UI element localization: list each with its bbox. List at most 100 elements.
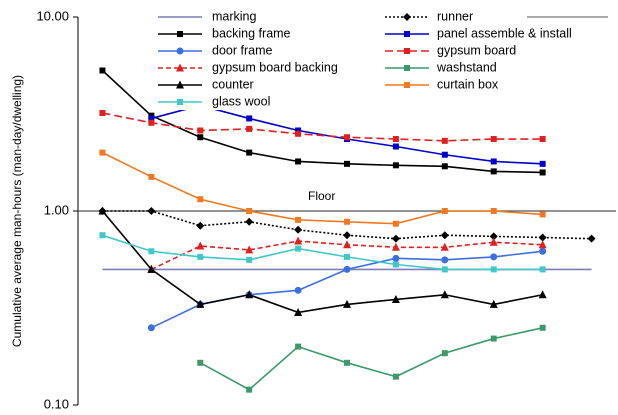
data-point bbox=[246, 256, 253, 263]
data-point bbox=[587, 234, 596, 243]
legend-label: door frame bbox=[212, 43, 272, 57]
legend-item: gypsum board backing bbox=[158, 60, 338, 74]
data-point bbox=[440, 231, 449, 240]
data-point bbox=[441, 137, 448, 144]
series-line bbox=[102, 151, 543, 225]
data-point bbox=[343, 265, 351, 273]
data-point bbox=[343, 299, 351, 308]
data-point bbox=[490, 335, 497, 342]
series-layer bbox=[98, 67, 596, 393]
data-point bbox=[246, 386, 253, 393]
data-point bbox=[176, 80, 184, 89]
data-point bbox=[538, 290, 547, 299]
legend-item: marking bbox=[158, 9, 257, 23]
data-point bbox=[490, 158, 497, 165]
data-point bbox=[344, 253, 350, 260]
data-point bbox=[98, 206, 107, 215]
data-point bbox=[490, 136, 497, 143]
data-point bbox=[148, 248, 155, 255]
data-point bbox=[197, 359, 204, 366]
data-point bbox=[177, 31, 183, 37]
data-point bbox=[344, 160, 350, 167]
series-line bbox=[102, 234, 543, 271]
data-point bbox=[440, 290, 449, 299]
data-point bbox=[539, 136, 546, 143]
legend-item: runner bbox=[385, 9, 473, 23]
data-point bbox=[147, 264, 156, 273]
data-point bbox=[246, 115, 253, 122]
data-point bbox=[392, 143, 399, 150]
y-ticks: 10.00 1.00 0.10 bbox=[36, 8, 78, 411]
legend-item: panel assemble & install bbox=[385, 26, 572, 40]
data-point bbox=[538, 240, 547, 249]
data-point bbox=[441, 350, 448, 357]
data-point bbox=[99, 67, 106, 74]
data-point bbox=[147, 324, 155, 332]
data-point bbox=[295, 343, 302, 350]
y-axis-label: Cumulative average man-hours (man-day/dw… bbox=[10, 75, 24, 347]
data-point bbox=[392, 220, 399, 227]
y-tick-label: 0.10 bbox=[44, 396, 69, 411]
data-point bbox=[295, 130, 302, 137]
data-point bbox=[344, 134, 350, 141]
data-point bbox=[489, 299, 498, 308]
data-point bbox=[99, 149, 106, 156]
data-point bbox=[404, 48, 410, 54]
data-point bbox=[403, 13, 411, 21]
data-point bbox=[295, 216, 302, 223]
legend-item: gypsum board bbox=[385, 43, 516, 57]
legend-label: glass wool bbox=[212, 94, 270, 108]
data-point bbox=[246, 125, 253, 132]
data-point bbox=[295, 245, 302, 252]
legend-label: curtain box bbox=[437, 77, 499, 91]
data-point bbox=[392, 136, 399, 143]
data-point bbox=[294, 286, 302, 294]
data-point bbox=[176, 47, 184, 55]
series-line bbox=[101, 210, 543, 314]
legend-label: panel assemble & install bbox=[437, 26, 572, 40]
data-point bbox=[538, 233, 547, 242]
data-point bbox=[392, 373, 399, 380]
data-point bbox=[441, 256, 449, 264]
floor-annotation: Floor bbox=[78, 189, 616, 212]
data-point bbox=[441, 266, 448, 273]
y-tick-label: 10.00 bbox=[36, 8, 69, 23]
legend-item: glass wool bbox=[158, 94, 270, 108]
data-point bbox=[344, 359, 350, 366]
data-point bbox=[441, 151, 448, 158]
data-point bbox=[489, 237, 498, 246]
data-point bbox=[391, 234, 400, 243]
data-point bbox=[392, 261, 399, 268]
data-point bbox=[539, 211, 546, 218]
series-door-frame bbox=[147, 247, 547, 332]
data-point bbox=[99, 110, 106, 117]
data-point bbox=[391, 294, 400, 303]
data-point bbox=[490, 208, 497, 214]
data-point bbox=[490, 168, 497, 175]
data-point bbox=[539, 266, 546, 273]
legend-label: counter bbox=[212, 77, 254, 91]
data-point bbox=[539, 247, 547, 255]
legend-label: backing frame bbox=[212, 26, 291, 40]
data-point bbox=[147, 207, 156, 215]
data-point bbox=[490, 253, 498, 261]
legend-item: washstand bbox=[385, 60, 497, 74]
data-point bbox=[344, 218, 350, 225]
data-point bbox=[294, 225, 303, 234]
series-counter bbox=[98, 206, 547, 316]
legend: marking runner backing frame panel assemble… bbox=[150, 6, 610, 110]
series-line bbox=[199, 327, 543, 391]
data-point bbox=[343, 240, 351, 249]
series-line bbox=[151, 250, 543, 329]
series-gypsum-board bbox=[99, 110, 546, 144]
data-point bbox=[148, 115, 155, 122]
data-point bbox=[489, 232, 498, 241]
data-point bbox=[391, 242, 400, 251]
legend-label: gypsum board bbox=[437, 43, 516, 57]
data-point bbox=[539, 324, 546, 331]
data-point bbox=[99, 232, 106, 239]
legend-item: counter bbox=[158, 77, 254, 91]
data-point bbox=[196, 299, 205, 308]
data-point bbox=[197, 196, 204, 203]
data-point bbox=[404, 31, 410, 37]
